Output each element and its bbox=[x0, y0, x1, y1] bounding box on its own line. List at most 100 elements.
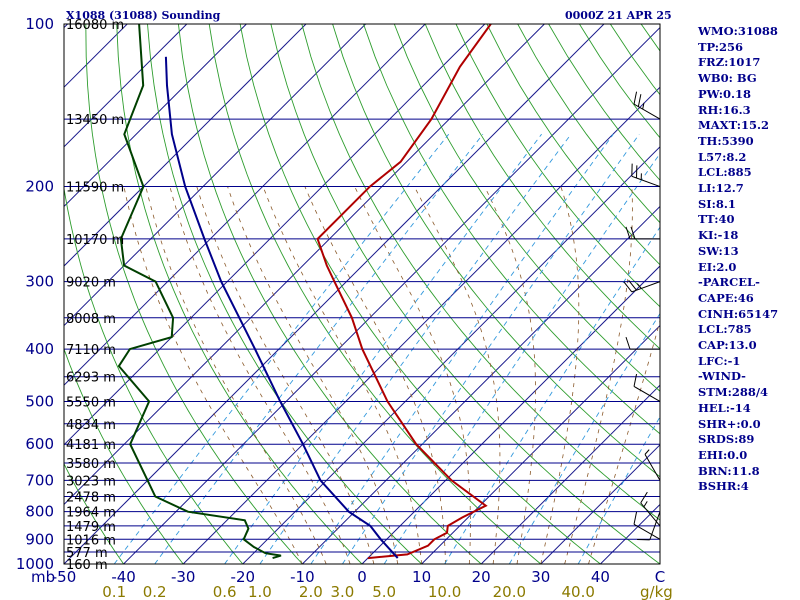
wind-barb bbox=[633, 91, 661, 120]
barb-staff bbox=[633, 523, 661, 540]
height-label: 16080 m bbox=[66, 18, 124, 33]
barb-flag bbox=[625, 336, 631, 350]
isotherm-line bbox=[64, 24, 188, 148]
wind-barb bbox=[623, 279, 661, 293]
isotherm-line bbox=[64, 24, 366, 327]
wind-barb bbox=[631, 163, 661, 188]
height-label: 7110 m bbox=[66, 343, 116, 358]
stat-line: CAP:13.0 bbox=[698, 338, 757, 353]
barb-half-flag bbox=[643, 501, 648, 507]
wind-barb bbox=[625, 226, 660, 240]
mixing-ratio-label: 2.0 bbox=[299, 583, 323, 600]
temperature-tick-label: 40 bbox=[591, 568, 610, 586]
barb-staff bbox=[633, 386, 661, 402]
stat-line: L57:8.2 bbox=[698, 149, 747, 164]
stat-line: WB0: BG bbox=[698, 71, 757, 86]
isotherm-line bbox=[64, 24, 545, 506]
temperature-profile bbox=[316, 24, 492, 560]
temperature-tick-label: C bbox=[655, 568, 665, 586]
plot-frame bbox=[63, 23, 661, 565]
height-label: 577 m bbox=[66, 546, 108, 561]
stat-line: KI:-18 bbox=[698, 228, 739, 243]
barb-flag bbox=[633, 91, 638, 105]
temperature-tick-label: -50 bbox=[52, 568, 77, 586]
isotherm-line bbox=[302, 205, 660, 564]
stat-line: TP:256 bbox=[698, 39, 744, 54]
stat-line: CAPE:46 bbox=[698, 290, 754, 305]
stat-line: BSHR:4 bbox=[698, 479, 749, 494]
height-label: 3580 m bbox=[66, 457, 116, 472]
stat-line: LI:12.7 bbox=[698, 181, 744, 196]
valid-time: 0000Z 21 APR 25 bbox=[565, 9, 672, 22]
isotherm-line bbox=[64, 24, 307, 267]
pressure-tick-label: 800 bbox=[25, 503, 54, 521]
pressure-tick-label: 700 bbox=[25, 471, 54, 489]
temperature-tick-label: 10 bbox=[412, 568, 431, 586]
stat-line: RH:16.3 bbox=[698, 102, 751, 117]
pressure-unit-label: mb bbox=[31, 568, 55, 586]
wind-barb bbox=[633, 511, 661, 540]
mixing-ratio-label: 5.0 bbox=[372, 583, 396, 600]
stat-line: BRN:11.8 bbox=[698, 463, 760, 478]
moist-adiabat bbox=[262, 186, 422, 564]
isotherm-line bbox=[361, 265, 660, 564]
stat-line: LFC:-1 bbox=[698, 353, 741, 368]
height-label: 1479 m bbox=[66, 520, 116, 535]
mixing-ratio-label: 20.0 bbox=[493, 583, 526, 600]
temperature-tick-label: -20 bbox=[231, 568, 256, 586]
stat-line: SI:8.1 bbox=[698, 196, 736, 211]
temperature-tick-label: -10 bbox=[290, 568, 315, 586]
barb-half-flag bbox=[636, 283, 642, 289]
height-label: 8008 m bbox=[66, 312, 116, 327]
stat-line: FRZ:1017 bbox=[698, 55, 761, 70]
height-label: 10170 m bbox=[66, 233, 124, 248]
wind-barb bbox=[640, 491, 661, 527]
isotherm-line bbox=[242, 146, 660, 564]
height-label: 3023 m bbox=[66, 474, 116, 489]
mixing-ratio-label: 0.6 bbox=[213, 583, 237, 600]
sounding-indices: WMO:31088 TP:256 FRZ:1017 WB0: BG PW:0.18 RH:… bbox=[698, 24, 778, 495]
chart-title: X1088 (31088) Sounding bbox=[66, 9, 221, 22]
mixing-ratio-unit-label: g/kg bbox=[640, 583, 673, 600]
wind-barbs bbox=[623, 91, 661, 541]
height-label: 5550 m bbox=[66, 395, 116, 410]
temperature-tick-label: 0 bbox=[357, 568, 367, 586]
mixing-ratio-line bbox=[224, 133, 542, 564]
isotherm-line bbox=[64, 24, 605, 564]
barb-flag bbox=[640, 491, 648, 504]
height-label: 9020 m bbox=[66, 276, 116, 291]
height-label: 6293 m bbox=[66, 371, 116, 386]
pressure-tick-label: 400 bbox=[25, 340, 54, 358]
barb-flag bbox=[633, 373, 638, 387]
mixing-ratio-label: 1.0 bbox=[248, 583, 272, 600]
wind-barb bbox=[637, 511, 661, 541]
isotherm-line bbox=[480, 384, 660, 564]
mixing-ratio-label: 10.0 bbox=[428, 583, 461, 600]
stat-line: SRDS:89 bbox=[698, 432, 755, 447]
barb-flag bbox=[625, 226, 631, 240]
isotherm-line bbox=[182, 86, 660, 564]
isotherm-line bbox=[540, 444, 660, 564]
stat-line: LCL:785 bbox=[698, 322, 752, 337]
height-label: 4181 m bbox=[66, 438, 116, 453]
isotherm-line bbox=[421, 324, 660, 564]
isotherm-line bbox=[64, 24, 247, 208]
barb-half-flag bbox=[642, 102, 645, 110]
barb-flag bbox=[630, 226, 636, 240]
moist-adiabat bbox=[196, 186, 375, 564]
mixing-ratio-line bbox=[577, 415, 660, 564]
stat-line: LCL:885 bbox=[698, 165, 752, 180]
dewpoint-profile bbox=[117, 24, 282, 560]
height-label: 160 m bbox=[66, 558, 108, 573]
barb-flag bbox=[633, 511, 638, 525]
barb-flag bbox=[628, 279, 637, 291]
stat-line: STM:288/4 bbox=[698, 385, 769, 400]
stat-line: -WIND- bbox=[698, 369, 746, 384]
barb-flag bbox=[623, 281, 633, 293]
stat-line: TH:5390 bbox=[698, 133, 754, 148]
pressure-tick-label: 500 bbox=[25, 392, 54, 410]
height-label: 11590 m bbox=[66, 181, 124, 196]
stat-line: WMO:31088 bbox=[698, 24, 778, 38]
stat-line: EI:2.0 bbox=[698, 259, 737, 274]
stat-line: HEL:-14 bbox=[698, 400, 751, 415]
